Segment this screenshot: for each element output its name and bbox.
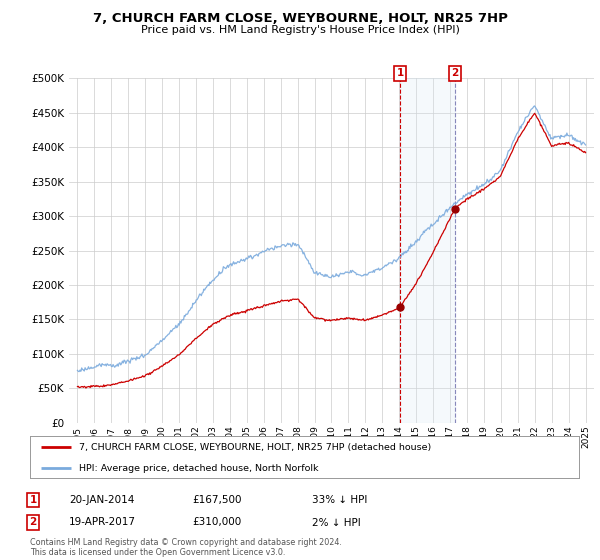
Text: 1: 1 bbox=[397, 68, 404, 78]
Text: 20-JAN-2014: 20-JAN-2014 bbox=[69, 495, 134, 505]
Text: 33% ↓ HPI: 33% ↓ HPI bbox=[312, 495, 367, 505]
Text: 1: 1 bbox=[29, 495, 37, 505]
Text: Contains HM Land Registry data © Crown copyright and database right 2024.
This d: Contains HM Land Registry data © Crown c… bbox=[30, 538, 342, 557]
Text: 19-APR-2017: 19-APR-2017 bbox=[69, 517, 136, 528]
Text: 2% ↓ HPI: 2% ↓ HPI bbox=[312, 517, 361, 528]
Text: 7, CHURCH FARM CLOSE, WEYBOURNE, HOLT, NR25 7HP (detached house): 7, CHURCH FARM CLOSE, WEYBOURNE, HOLT, N… bbox=[79, 443, 431, 452]
Bar bbox=[400, 78, 455, 423]
Text: £310,000: £310,000 bbox=[192, 517, 241, 528]
Text: Price paid vs. HM Land Registry's House Price Index (HPI): Price paid vs. HM Land Registry's House … bbox=[140, 25, 460, 35]
Text: 2: 2 bbox=[452, 68, 459, 78]
Text: 7, CHURCH FARM CLOSE, WEYBOURNE, HOLT, NR25 7HP: 7, CHURCH FARM CLOSE, WEYBOURNE, HOLT, N… bbox=[92, 12, 508, 25]
Text: HPI: Average price, detached house, North Norfolk: HPI: Average price, detached house, Nort… bbox=[79, 464, 319, 473]
Text: £167,500: £167,500 bbox=[192, 495, 241, 505]
Text: 2: 2 bbox=[29, 517, 37, 528]
